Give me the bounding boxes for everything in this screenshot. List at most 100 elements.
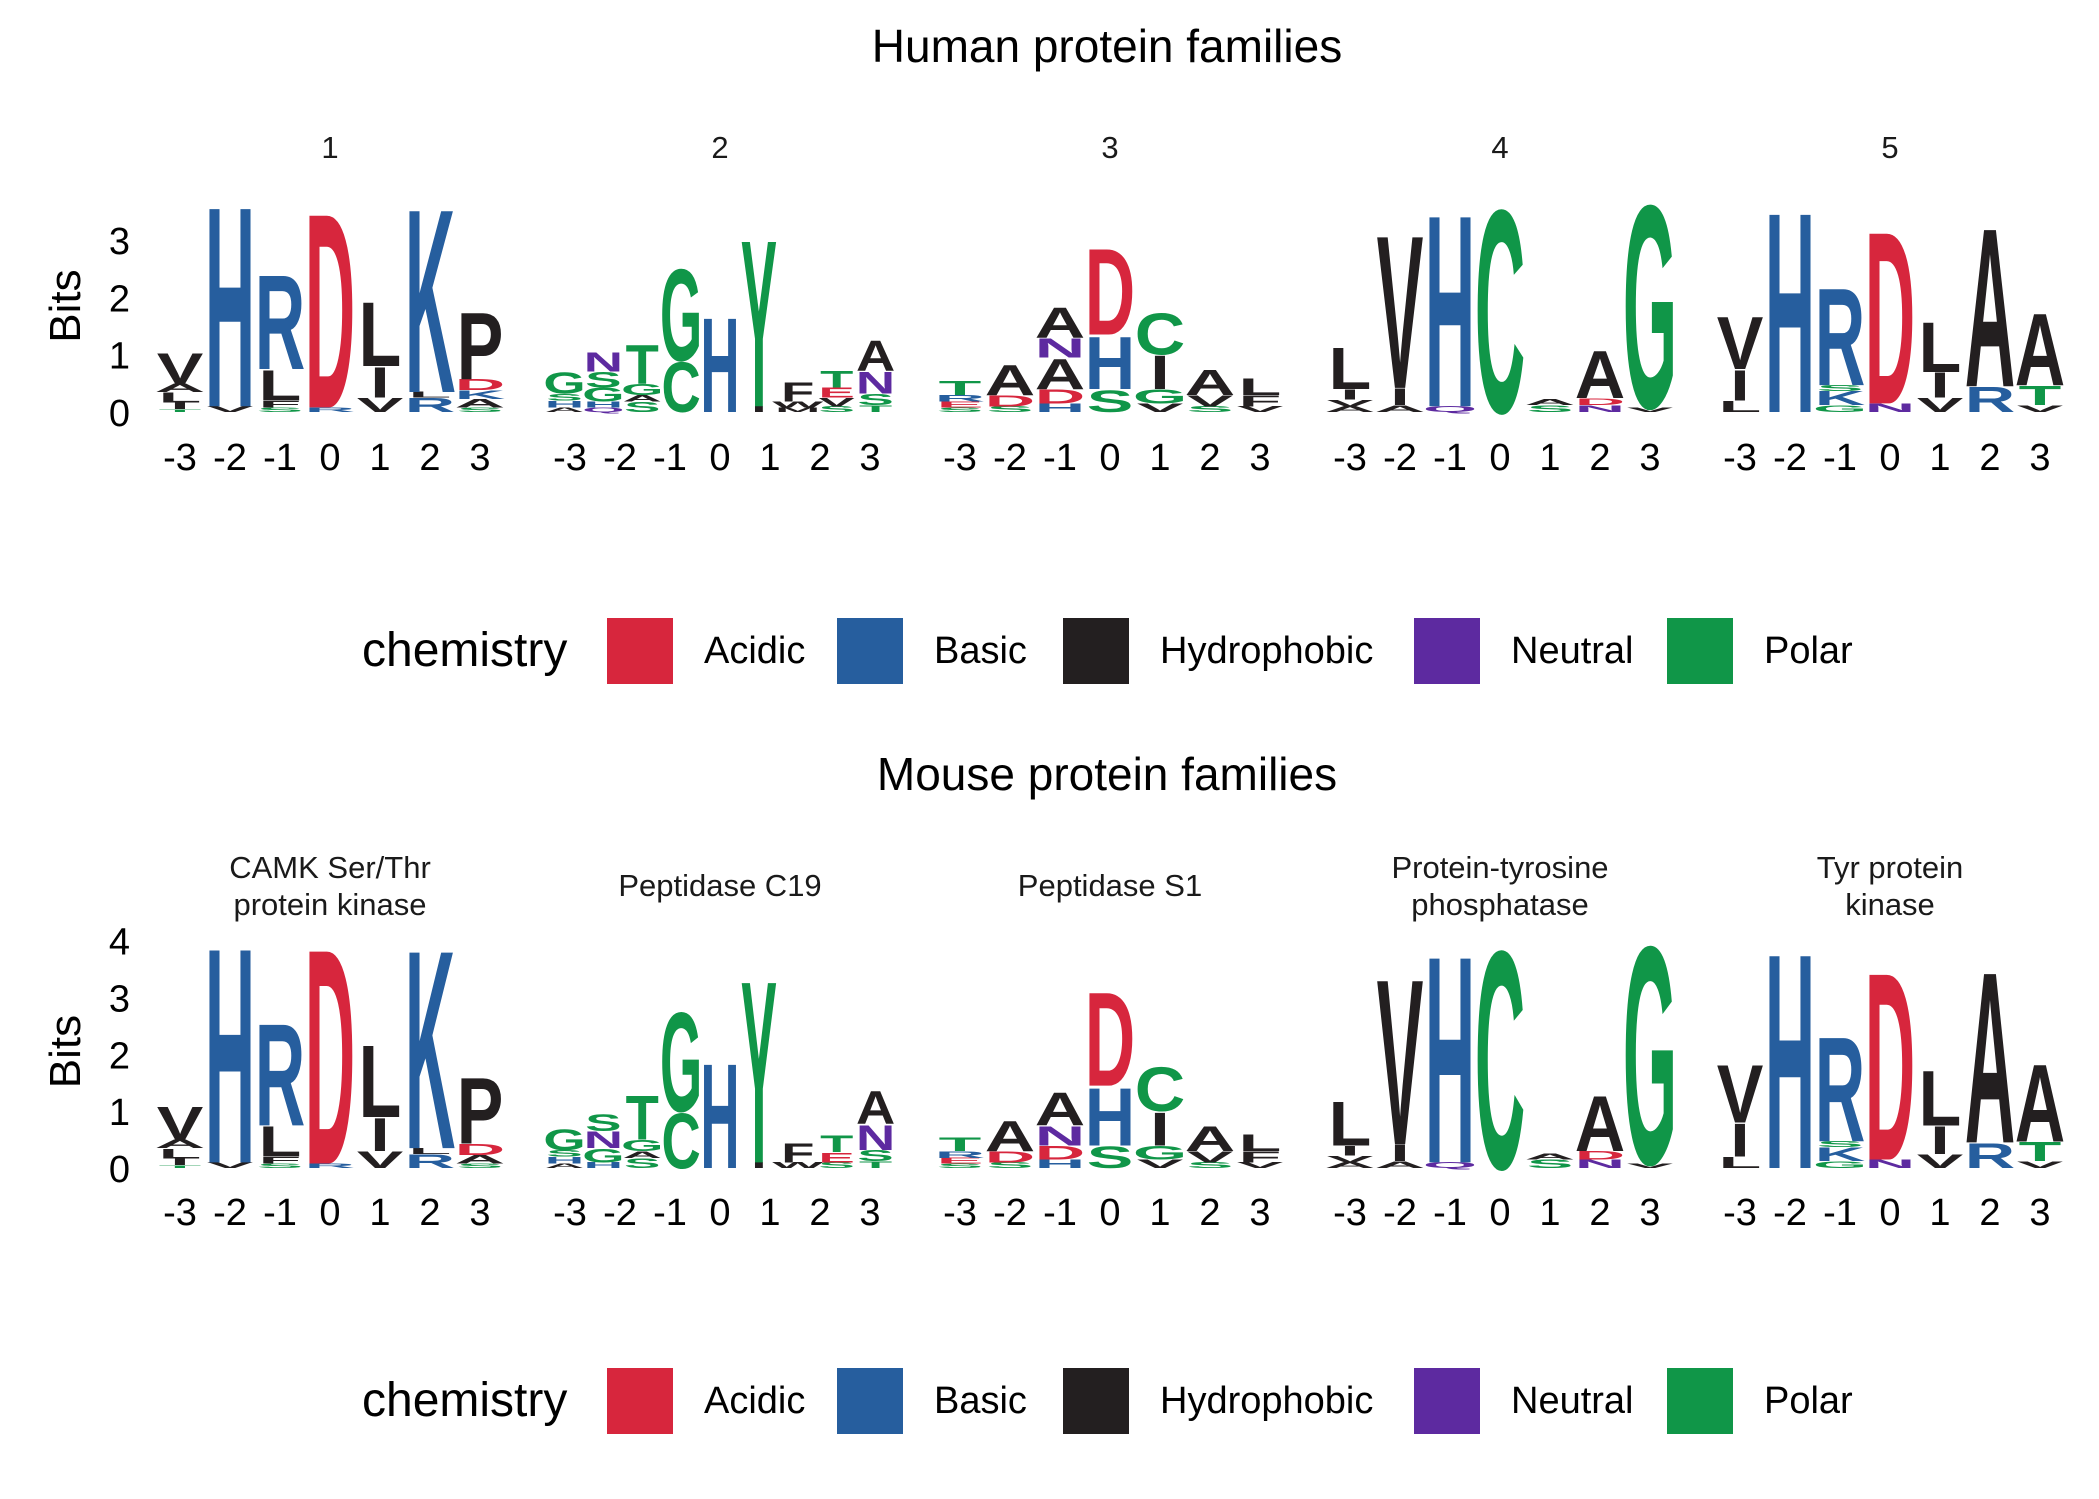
logo-letter-S: S bbox=[257, 406, 304, 413]
logo-letter-S: S bbox=[1187, 1161, 1234, 1170]
logo-letter-D: D bbox=[305, 886, 355, 1229]
x-tick-label: 0 bbox=[319, 1192, 340, 1234]
logo-letter-H: H bbox=[1425, 894, 1475, 1226]
logo-letter-T: T bbox=[159, 1164, 202, 1168]
logo-letter-I: I bbox=[751, 1161, 766, 1170]
logo-letter-T: T bbox=[820, 366, 854, 393]
x-tick-label: -3 bbox=[1723, 437, 1757, 479]
x-tick-label: -3 bbox=[943, 437, 977, 479]
logo-letter-N: N bbox=[1035, 1121, 1085, 1152]
logo-letter-A: A bbox=[1185, 1119, 1235, 1159]
panel-strip-label: Peptidase C19 bbox=[618, 868, 821, 903]
x-tick-label: -3 bbox=[163, 1192, 197, 1234]
logo-letter-F: F bbox=[259, 1155, 302, 1166]
x-tick-label: 3 bbox=[1639, 1192, 1660, 1234]
x-tick-label: -1 bbox=[263, 437, 297, 479]
logo-letter-Q: Q bbox=[582, 406, 624, 413]
logo-letter-G: G bbox=[543, 367, 585, 401]
y-axis-label: Bits bbox=[41, 269, 90, 342]
legend-swatch bbox=[1414, 618, 1480, 684]
legend-swatch bbox=[1063, 618, 1129, 684]
logo-letter-S: S bbox=[1527, 403, 1574, 414]
logo-letter-F: F bbox=[781, 1138, 814, 1169]
logo-letter-H: H bbox=[700, 290, 739, 441]
legend-label: Hydrophobic bbox=[1160, 630, 1373, 672]
logo-letter-W: W bbox=[772, 1161, 824, 1170]
legend-label: Neutral bbox=[1511, 1380, 1634, 1422]
x-tick-label: 1 bbox=[1149, 437, 1170, 479]
logo-letter-L: L bbox=[1919, 307, 1962, 387]
logo-letter-H: H bbox=[584, 400, 623, 409]
legend-label: Neutral bbox=[1511, 630, 1634, 672]
panel-strip-label: 3 bbox=[1101, 130, 1118, 165]
logo-letter-C: C bbox=[661, 1098, 700, 1185]
x-tick-label: -1 bbox=[653, 1192, 687, 1234]
logo-letter-R: R bbox=[935, 393, 985, 404]
y-tick-label: 2 bbox=[109, 1035, 130, 1077]
chart-title: Mouse protein families bbox=[877, 748, 1337, 800]
logo-letter-S: S bbox=[937, 406, 984, 413]
logo-letter-Y: Y bbox=[741, 927, 777, 1218]
logo-letter-L: L bbox=[1239, 1130, 1282, 1156]
logo-letter-Q: Q bbox=[1423, 405, 1477, 414]
legend-label: Hydrophobic bbox=[1160, 1380, 1373, 1422]
logo-letter-S: S bbox=[1527, 1157, 1574, 1170]
legend-swatch bbox=[837, 618, 903, 684]
y-tick-label: 1 bbox=[109, 1092, 130, 1134]
logo-letter-V: V bbox=[1917, 394, 1964, 416]
x-tick-label: 1 bbox=[369, 437, 390, 479]
logo-letter-D: D bbox=[1865, 916, 1915, 1217]
logo-letter-D: D bbox=[455, 1141, 505, 1159]
logo-panel: CAMK Ser/Thr protein kinase-3 -2 -1 0 1 2 3TILA… bbox=[155, 850, 505, 1234]
logo-letter-N: N bbox=[1865, 1157, 1915, 1170]
logo-letter-L: L bbox=[1329, 1089, 1372, 1159]
x-tick-label: -3 bbox=[1333, 1192, 1367, 1234]
x-tick-label: -1 bbox=[1433, 437, 1467, 479]
logo-letter-N: N bbox=[1575, 403, 1625, 414]
logo-letter-F: F bbox=[1239, 1148, 1282, 1166]
logo-letter-A: A bbox=[985, 356, 1035, 405]
logo-letter-R: R bbox=[405, 394, 455, 416]
logo-letter-S: S bbox=[819, 1161, 855, 1170]
logo-letter-E: E bbox=[937, 1156, 984, 1165]
x-tick-label: -2 bbox=[1383, 1192, 1417, 1234]
logo-letter-G: G bbox=[582, 1144, 624, 1166]
logo-letter-A: A bbox=[1035, 350, 1085, 399]
chemistry-legend: chemistry Acidic Basic Hydrophobic Neutral Po… bbox=[362, 618, 1853, 684]
x-tick-label: 1 bbox=[1929, 1192, 1950, 1234]
legend-swatch bbox=[1667, 1368, 1733, 1434]
logo-letter-S: S bbox=[1187, 405, 1234, 414]
x-tick-label: 1 bbox=[1539, 437, 1560, 479]
logo-letter-A: A bbox=[856, 332, 895, 381]
x-tick-label: 2 bbox=[1199, 437, 1220, 479]
logo-letter-I: I bbox=[370, 1108, 389, 1161]
logo-letter-L: L bbox=[1719, 1154, 1762, 1172]
logo-letter-H: H bbox=[1765, 891, 1815, 1234]
logo-letter-T: T bbox=[159, 408, 202, 412]
x-tick-label: -2 bbox=[603, 1192, 637, 1234]
logo-letter-T: T bbox=[2019, 1137, 2062, 1168]
x-tick-label: 3 bbox=[1249, 1192, 1270, 1234]
logo-letter-D: D bbox=[305, 156, 355, 467]
x-tick-label: 0 bbox=[1489, 1192, 1510, 1234]
logo-letter-V: V bbox=[1717, 302, 1764, 386]
logo-letter-S: S bbox=[546, 392, 582, 403]
x-tick-label: 3 bbox=[859, 1192, 880, 1234]
logo-letter-S: S bbox=[987, 1161, 1034, 1170]
logo-letter-N: N bbox=[856, 366, 895, 401]
logo-letter-E: E bbox=[937, 400, 984, 409]
logo-letter-V: V bbox=[1237, 1161, 1284, 1170]
logo-letter-R: R bbox=[305, 406, 355, 413]
logo-letter-I: I bbox=[1150, 1102, 1169, 1155]
logo-letter-T: T bbox=[820, 1131, 854, 1158]
x-tick-label: 1 bbox=[759, 437, 780, 479]
logo-letter-A: A bbox=[155, 381, 205, 394]
logo-letter-A: A bbox=[2015, 1041, 2065, 1165]
logo-letter-I: I bbox=[1340, 386, 1359, 402]
logo-letter-K: K bbox=[1815, 1143, 1865, 1165]
logo-letter-T: T bbox=[626, 333, 660, 396]
x-tick-label: 0 bbox=[1099, 1192, 1120, 1234]
